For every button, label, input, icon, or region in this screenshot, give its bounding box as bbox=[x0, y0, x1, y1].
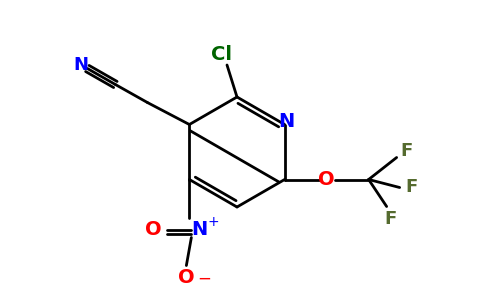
Text: O: O bbox=[318, 170, 335, 189]
Text: −: − bbox=[197, 269, 212, 287]
Text: N: N bbox=[278, 112, 295, 131]
Text: N: N bbox=[191, 220, 208, 239]
Text: F: F bbox=[384, 209, 397, 227]
Text: +: + bbox=[208, 214, 219, 229]
Text: Cl: Cl bbox=[212, 46, 232, 64]
Text: N: N bbox=[74, 56, 89, 74]
Text: F: F bbox=[406, 178, 418, 196]
Text: F: F bbox=[400, 142, 413, 160]
Text: O: O bbox=[145, 220, 162, 239]
Text: O: O bbox=[178, 268, 195, 287]
